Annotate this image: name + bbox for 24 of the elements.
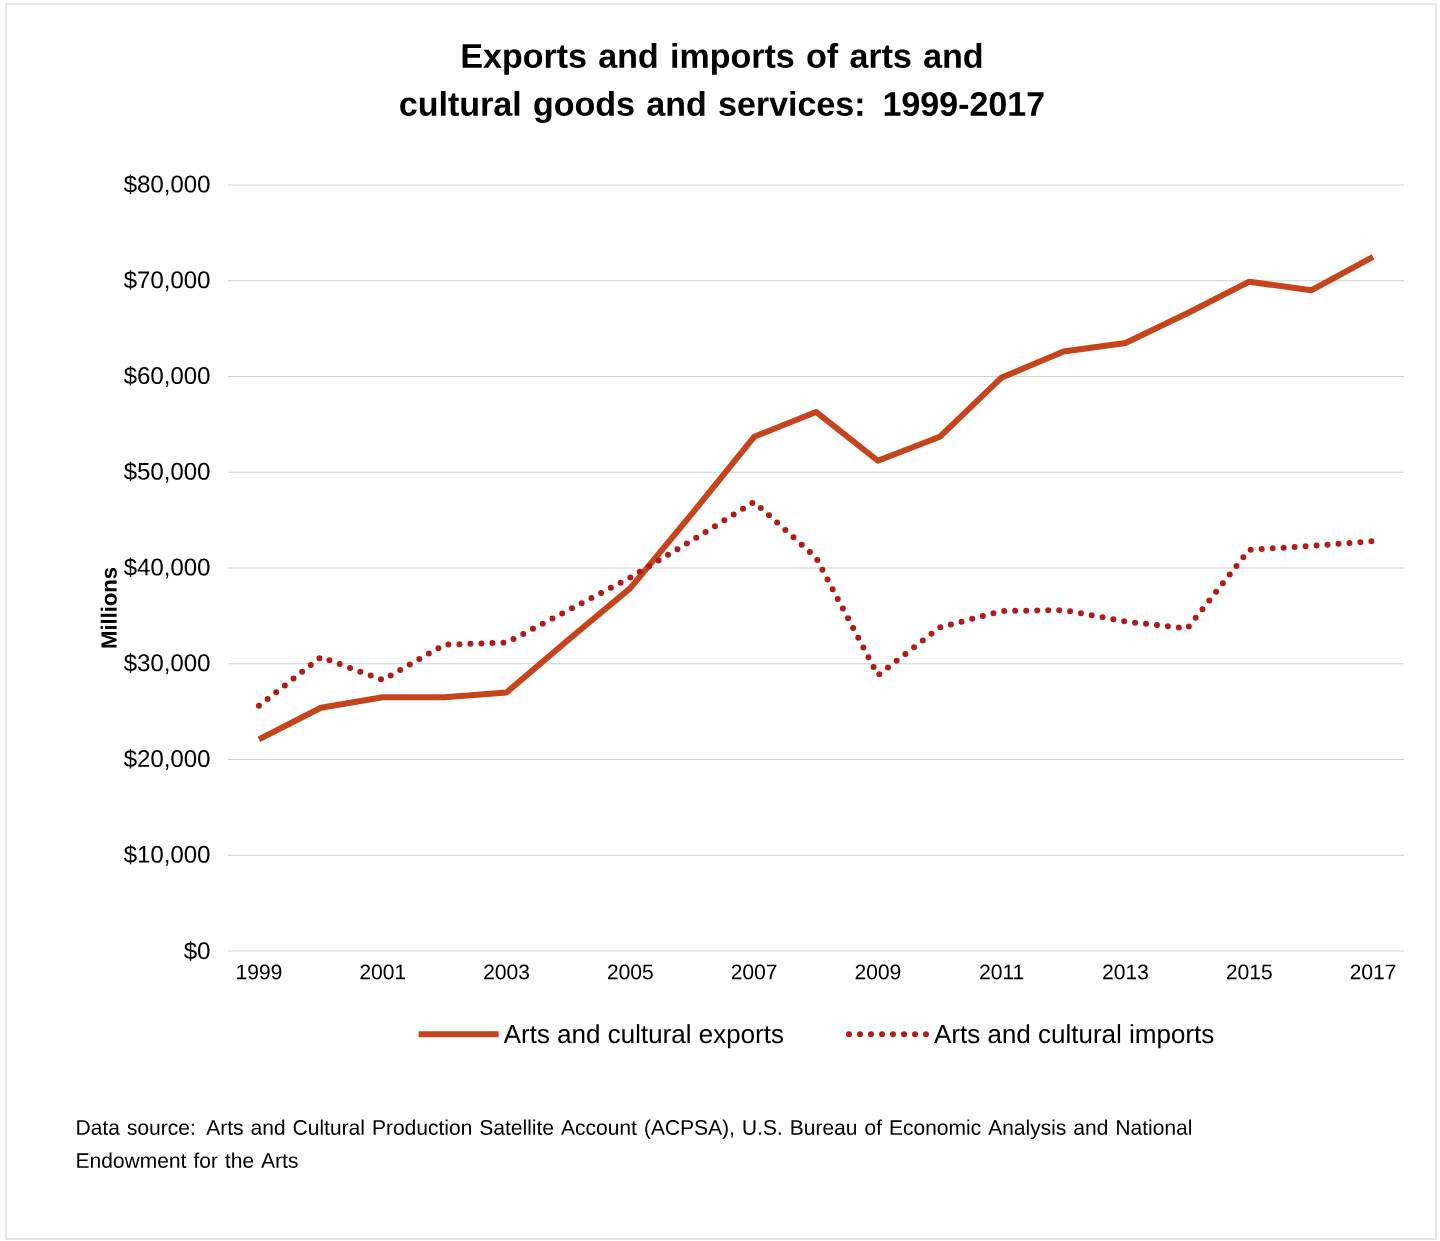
y-tick-label: $10,000: [123, 844, 210, 866]
y-tick-label: $60,000: [123, 366, 210, 387]
x-tick-label: 2015: [1226, 964, 1272, 980]
y-tick-label: $70,000: [123, 270, 210, 292]
x-tick-label: 2005: [608, 964, 653, 980]
y-tick-label: $40,000: [123, 557, 210, 579]
x-tick-label: 1999: [237, 964, 282, 980]
x-tick-label: 2007: [731, 964, 777, 980]
chart-title: Exports and imports of arts and cultural goods and services: 1999-2017: [400, 43, 1044, 123]
x-tick-label: 2013: [1103, 964, 1148, 980]
x-tick-label: 2003: [484, 964, 529, 980]
y-tick-label: $50,000: [123, 461, 210, 483]
y-tick-label: $80,000: [123, 174, 210, 196]
x-tick-label: 2017: [1350, 964, 1396, 980]
legend-label: Arts and cultural exports: [503, 1024, 784, 1049]
y-axis-title: Millions: [100, 567, 117, 648]
x-tick-label: 2001: [360, 964, 406, 980]
y-tick-label: $20,000: [123, 749, 210, 770]
y-tick-label: $0: [184, 941, 210, 961]
y-tick-label: $30,000: [123, 653, 210, 675]
source-note: Data source: Arts and Cultural Production Satellite Account (ACPSA), U.S. Bureau of Economic Analysis and National Endowment for the Arts: [77, 1119, 1191, 1168]
legend-label: Arts and cultural imports: [934, 1024, 1214, 1049]
x-tick-label: 2009: [855, 964, 901, 980]
x-tick-label: 2011: [980, 964, 1024, 980]
